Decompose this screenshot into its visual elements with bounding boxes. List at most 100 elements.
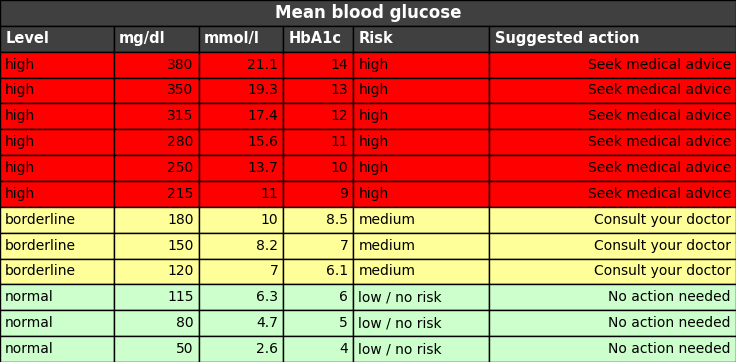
Bar (489, 52, 736, 77)
Text: 19.3: 19.3 (247, 84, 278, 97)
Bar (114, 285, 199, 310)
Text: normal: normal (5, 290, 54, 304)
Text: normal: normal (5, 316, 54, 330)
Text: 9: 9 (339, 187, 348, 201)
Bar (114, 258, 199, 285)
Bar (283, 26, 353, 52)
Text: medium: medium (358, 239, 415, 253)
Bar (283, 310, 353, 336)
Text: No action needed: No action needed (609, 290, 731, 304)
Bar (489, 155, 736, 181)
Bar (353, 129, 489, 155)
Text: 11: 11 (330, 135, 348, 149)
Text: high: high (358, 84, 389, 97)
Bar (114, 52, 199, 77)
Bar (114, 336, 199, 362)
Bar (199, 336, 283, 362)
Bar (0, 0, 736, 26)
Text: 10: 10 (330, 161, 348, 175)
Text: 380: 380 (167, 58, 194, 72)
Bar (0, 155, 114, 181)
Bar (199, 181, 283, 207)
Text: high: high (5, 135, 35, 149)
Text: high: high (358, 135, 389, 149)
Text: low / no risk: low / no risk (358, 290, 442, 304)
Text: 17.4: 17.4 (247, 109, 278, 123)
Bar (114, 233, 199, 258)
Text: Seek medical advice: Seek medical advice (587, 58, 731, 72)
Text: high: high (358, 58, 389, 72)
Text: low / no risk: low / no risk (358, 316, 442, 330)
Text: 350: 350 (167, 84, 194, 97)
Text: Risk: Risk (358, 31, 393, 46)
Text: Consult your doctor: Consult your doctor (594, 213, 731, 227)
Bar (283, 336, 353, 362)
Text: medium: medium (358, 265, 415, 278)
Bar (199, 155, 283, 181)
Bar (199, 285, 283, 310)
Bar (353, 155, 489, 181)
Text: 11: 11 (261, 187, 278, 201)
Text: 5: 5 (339, 316, 348, 330)
Bar (0, 233, 114, 258)
Bar (114, 104, 199, 129)
Bar (0, 104, 114, 129)
Bar (199, 129, 283, 155)
Text: Suggested action: Suggested action (495, 31, 639, 46)
Bar (489, 207, 736, 233)
Bar (353, 52, 489, 77)
Text: Level: Level (5, 31, 49, 46)
Bar (114, 129, 199, 155)
Bar (0, 285, 114, 310)
Text: 4: 4 (339, 342, 348, 356)
Bar (283, 181, 353, 207)
Text: 4.7: 4.7 (256, 316, 278, 330)
Bar (199, 104, 283, 129)
Bar (489, 233, 736, 258)
Text: 7: 7 (339, 239, 348, 253)
Bar (114, 155, 199, 181)
Text: 180: 180 (167, 213, 194, 227)
Bar (0, 77, 114, 104)
Text: 12: 12 (330, 109, 348, 123)
Bar (0, 26, 114, 52)
Bar (283, 155, 353, 181)
Text: 13.7: 13.7 (247, 161, 278, 175)
Text: 2.6: 2.6 (256, 342, 278, 356)
Bar (114, 77, 199, 104)
Bar (0, 207, 114, 233)
Text: high: high (358, 187, 389, 201)
Text: 50: 50 (176, 342, 194, 356)
Bar (283, 233, 353, 258)
Bar (489, 310, 736, 336)
Text: 315: 315 (167, 109, 194, 123)
Text: Mean blood glucose: Mean blood glucose (275, 4, 461, 22)
Bar (353, 104, 489, 129)
Bar (114, 26, 199, 52)
Text: 6.1: 6.1 (326, 265, 348, 278)
Bar (489, 26, 736, 52)
Bar (283, 129, 353, 155)
Text: high: high (5, 84, 35, 97)
Bar (199, 258, 283, 285)
Text: 115: 115 (167, 290, 194, 304)
Bar (0, 181, 114, 207)
Bar (489, 129, 736, 155)
Bar (283, 104, 353, 129)
Bar (353, 310, 489, 336)
Bar (489, 336, 736, 362)
Bar (199, 26, 283, 52)
Bar (0, 129, 114, 155)
Bar (353, 181, 489, 207)
Text: 250: 250 (167, 161, 194, 175)
Bar (353, 26, 489, 52)
Text: high: high (5, 187, 35, 201)
Text: 21.1: 21.1 (247, 58, 278, 72)
Text: 8.2: 8.2 (256, 239, 278, 253)
Bar (0, 310, 114, 336)
Text: high: high (5, 161, 35, 175)
Text: HbA1c: HbA1c (289, 31, 342, 46)
Text: borderline: borderline (5, 213, 76, 227)
Text: 120: 120 (167, 265, 194, 278)
Text: low / no risk: low / no risk (358, 342, 442, 356)
